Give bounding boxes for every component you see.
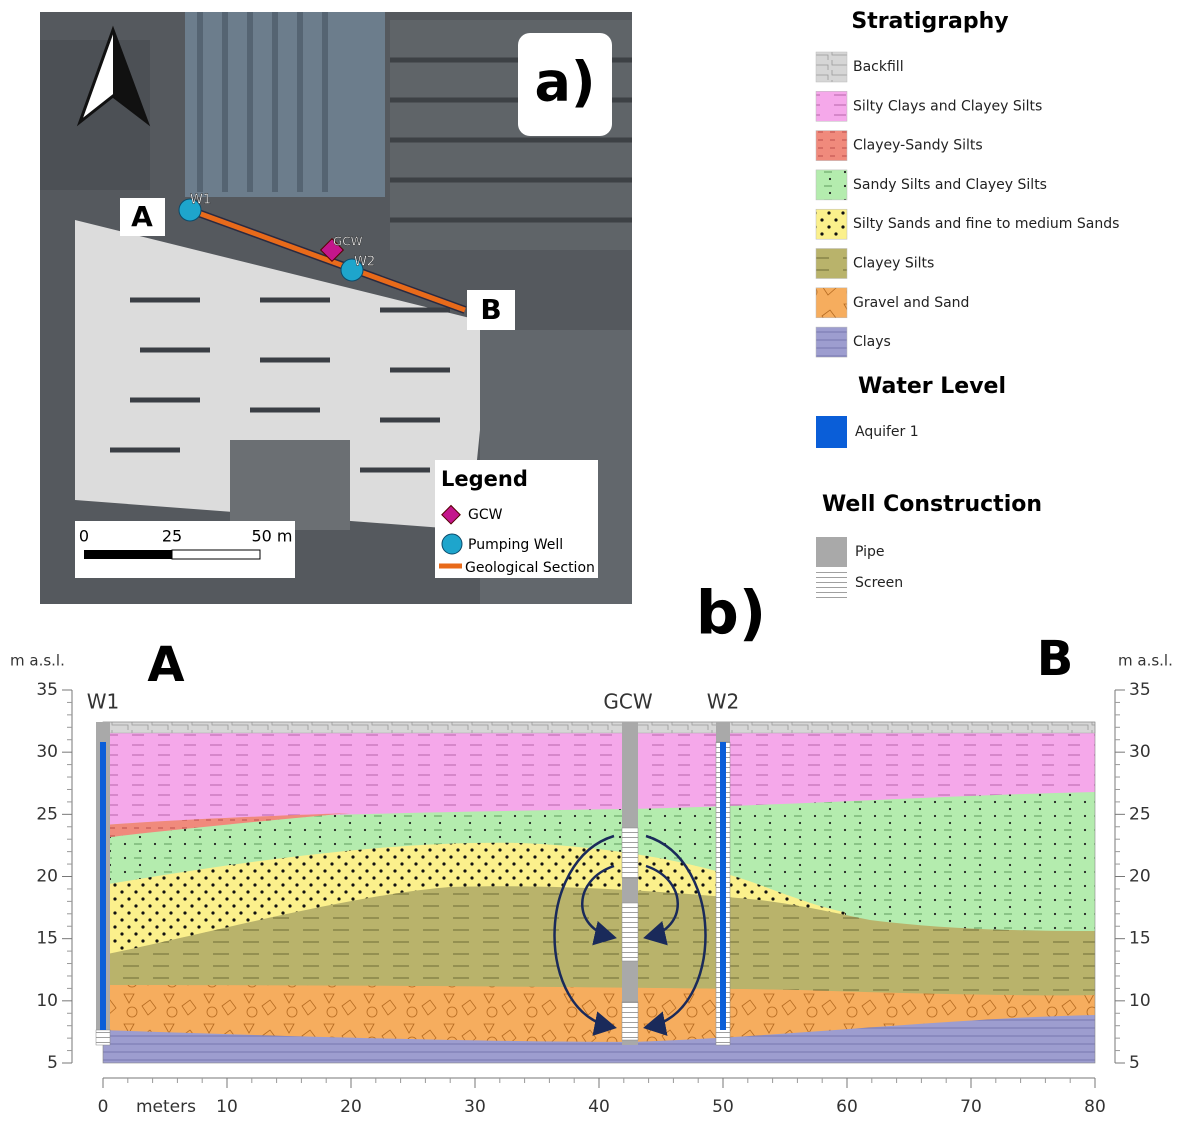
roof: [40, 40, 150, 190]
legend-item: Backfill: [853, 59, 904, 75]
x-tick-label: 70: [960, 1097, 982, 1117]
panel-label: a): [534, 51, 595, 114]
y-tick-label: 10: [36, 991, 58, 1011]
body: W1 W2 GCW A B a) 0 25 50 m Legend GCW Pu…: [0, 0, 1184, 1118]
roof: [185, 12, 385, 197]
y-tick-label: 35: [1129, 680, 1151, 700]
y-tick-label: 5: [47, 1053, 58, 1073]
legend-swatch: [816, 327, 847, 357]
y-tick-label: 15: [36, 929, 58, 949]
y-tick-label: 15: [1129, 929, 1151, 949]
x-tick-label: 10: [216, 1097, 238, 1117]
scale-label: 0: [79, 527, 89, 546]
legend-item: Sandy Silts and Clayey Silts: [853, 177, 1047, 193]
y-tick-label: 5: [1129, 1053, 1140, 1073]
well-label: W1: [87, 690, 120, 714]
legend-item: Clayey-Sandy Silts: [853, 138, 983, 154]
legend-item: Aquifer 1: [855, 424, 919, 440]
map-legend-item: Pumping Well: [468, 537, 563, 553]
water-level: [720, 742, 726, 1030]
map-legend-title: Legend: [441, 467, 528, 491]
axis-title: m a.s.l.: [1118, 652, 1173, 670]
cross-section: b) A B m a.s.l. m a.s.l. W1 GCW W2: [10, 579, 1173, 1117]
layer-backfill: [103, 722, 1095, 733]
map: W1 W2 GCW A B a) 0 25 50 m Legend GCW Pu…: [40, 12, 632, 604]
well-label: W2: [707, 690, 740, 714]
legend-swatch: [816, 209, 847, 239]
y-tick-label: 20: [1129, 867, 1151, 887]
section-end: A: [147, 637, 184, 693]
legend-title: Stratigraphy: [851, 9, 1008, 34]
legend-title: Well Construction: [822, 492, 1042, 517]
legend-swatch: [816, 537, 847, 567]
gcw-screen: [622, 903, 638, 961]
x-tick-label: 0: [98, 1097, 109, 1117]
section-end: A: [131, 200, 153, 233]
well-screen: [96, 1030, 110, 1045]
legend-item: Screen: [855, 575, 903, 591]
legend-items: Backfill Silty Clays and Clayey Silts Clay…: [816, 52, 1119, 357]
legend-item: Gravel and Sand: [853, 295, 969, 311]
panel-label: b): [696, 579, 766, 649]
section-end: B: [1037, 631, 1074, 687]
legend-swatch: [816, 569, 847, 601]
y-tick-label: 10: [1129, 991, 1151, 1011]
well-label: GCW: [603, 690, 652, 714]
map-legend-item: Geological Section: [465, 560, 595, 576]
legend-swatch: [816, 52, 847, 82]
legend-item: Clays: [853, 334, 891, 350]
legend-item: Pipe: [855, 544, 885, 560]
legend-swatch: [816, 131, 847, 161]
scale-label: 25: [162, 527, 182, 546]
y-tick-label: 30: [36, 742, 58, 762]
legend-swatch: [816, 170, 847, 200]
x-tick-label: 30: [464, 1097, 486, 1117]
gcw-label: GCW: [333, 235, 363, 249]
figure: W1 W2 GCW A B a) 0 25 50 m Legend GCW Pu…: [0, 0, 1184, 1118]
gcw-pipe: [622, 722, 638, 1045]
gcw-screen: [622, 1002, 638, 1040]
legend-swatch: [816, 416, 847, 448]
axis-title: m a.s.l.: [10, 652, 65, 670]
axis-title: meters: [136, 1097, 196, 1117]
gcw-screen: [622, 828, 638, 878]
stratigraphy-legend: Stratigraphy Backfill Silty Clays and Cla…: [816, 9, 1119, 601]
y-tick-label: 20: [36, 867, 58, 887]
roof: [230, 440, 350, 530]
water-level: [100, 742, 106, 1030]
legend-item: Silty Sands and fine to medium Sands: [853, 216, 1119, 232]
legend-item: Clayey Silts: [853, 256, 934, 272]
well-label: W2: [354, 255, 375, 270]
legend-title: Water Level: [858, 374, 1006, 399]
x-tick-label: 50: [712, 1097, 734, 1117]
scale-label: 50 m: [251, 527, 292, 546]
y-tick-label: 30: [1129, 742, 1151, 762]
legend-item: Silty Clays and Clayey Silts: [853, 98, 1042, 114]
x-tick-label: 80: [1084, 1097, 1106, 1117]
legend-symbol: [442, 534, 462, 554]
y-tick-label: 25: [1129, 804, 1151, 824]
legend-swatch: [816, 249, 847, 279]
legend-swatch: [816, 288, 847, 318]
legend-swatch: [816, 91, 847, 121]
x-tick-label: 40: [588, 1097, 610, 1117]
well-label: W1: [190, 193, 211, 208]
map-legend-item: GCW: [468, 507, 503, 523]
section-end: B: [480, 293, 501, 326]
page: Geological section figure {"panel_a": {"…: [0, 0, 1184, 1118]
x-tick-label: 20: [340, 1097, 362, 1117]
x-tick-label: 60: [836, 1097, 858, 1117]
y-tick-label: 35: [36, 680, 58, 700]
y-tick-label: 25: [36, 804, 58, 824]
scale-bar: [84, 550, 172, 559]
scale-bar: [172, 550, 260, 559]
